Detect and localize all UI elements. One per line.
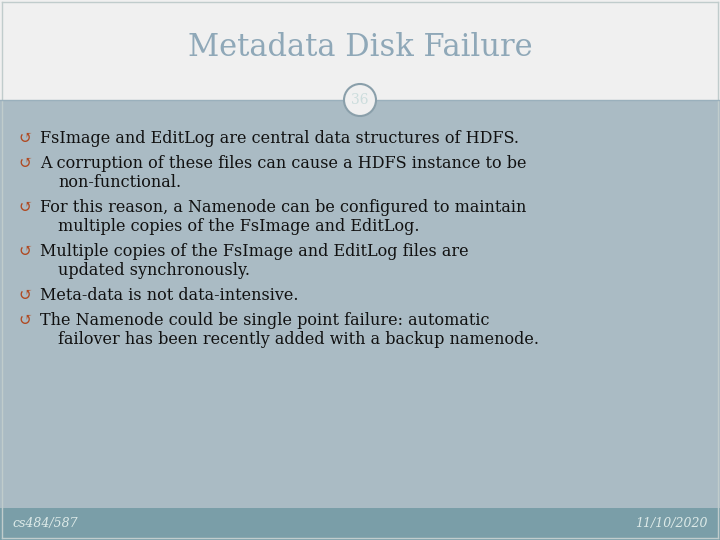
- Circle shape: [344, 84, 376, 116]
- Text: For this reason, a Namenode can be configured to maintain: For this reason, a Namenode can be confi…: [40, 199, 526, 216]
- Text: ↺: ↺: [18, 130, 32, 147]
- Text: Multiple copies of the FsImage and EditLog files are: Multiple copies of the FsImage and EditL…: [40, 243, 469, 260]
- Text: Metadata Disk Failure: Metadata Disk Failure: [188, 32, 532, 64]
- Text: ↺: ↺: [18, 312, 32, 329]
- Text: A corruption of these files can cause a HDFS instance to be: A corruption of these files can cause a …: [40, 155, 526, 172]
- FancyBboxPatch shape: [0, 508, 720, 540]
- Text: ↺: ↺: [18, 199, 32, 216]
- Text: FsImage and EditLog are central data structures of HDFS.: FsImage and EditLog are central data str…: [40, 130, 519, 147]
- Text: 11/10/2020: 11/10/2020: [636, 517, 708, 530]
- Text: ↺: ↺: [18, 155, 32, 172]
- Text: 36: 36: [351, 93, 369, 107]
- FancyBboxPatch shape: [0, 0, 720, 100]
- Text: cs484/587: cs484/587: [12, 517, 78, 530]
- Text: updated synchronously.: updated synchronously.: [58, 262, 250, 279]
- Text: failover has been recently added with a backup namenode.: failover has been recently added with a …: [58, 331, 539, 348]
- FancyBboxPatch shape: [0, 100, 720, 508]
- Text: multiple copies of the FsImage and EditLog.: multiple copies of the FsImage and EditL…: [58, 218, 420, 235]
- Text: Meta-data is not data-intensive.: Meta-data is not data-intensive.: [40, 287, 299, 304]
- Text: non-functional.: non-functional.: [58, 174, 181, 191]
- Text: The Namenode could be single point failure: automatic: The Namenode could be single point failu…: [40, 312, 490, 329]
- Text: ↺: ↺: [18, 287, 32, 304]
- Text: ↺: ↺: [18, 243, 32, 260]
